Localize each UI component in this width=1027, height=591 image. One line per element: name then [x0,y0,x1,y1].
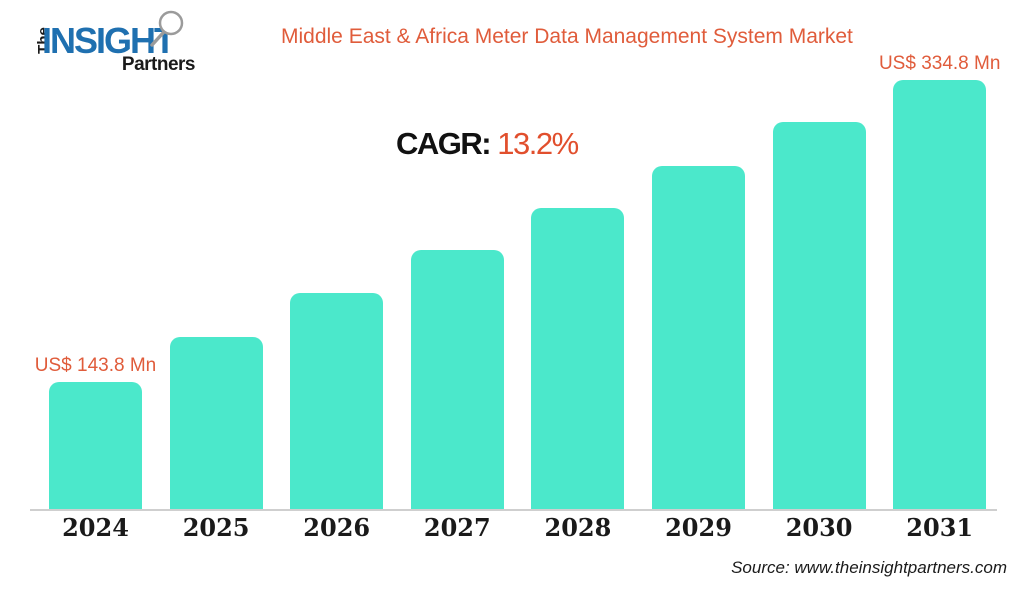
x-axis-line [30,509,997,511]
x-tick-2025: 2025 [182,513,250,542]
cagr-annotation: CAGR: 13.2% [396,126,579,162]
logo-insight-text: INSIGHT [42,20,176,61]
bar-2027 [410,250,504,510]
bar-2031 [893,80,987,510]
bar-2028 [531,208,625,510]
plot-area: US$ 143.8 Mn US$ 334.8 Mn [30,53,1000,510]
source-note: Source: www.theinsightpartners.com [731,558,1007,577]
x-tick-2029: 2029 [665,513,732,542]
x-tick-2030: 2030 [785,513,853,542]
magnifier-icon [150,10,184,47]
bar-value-label-2024: US$ 143.8 Mn [34,355,157,376]
bar-2029 [652,166,745,510]
bar-2030 [772,122,866,510]
bar-value-label-2031: US$ 334.8 Mn [878,53,1001,74]
logo-partners-text: Partners [121,54,196,75]
bar-2024 [49,382,142,510]
x-tick-2031: 2031 [906,513,974,542]
insight-partners-logo: The INSIGHT Partners [20,8,205,78]
bar-2025 [169,337,263,510]
bar-2026 [290,293,384,510]
cagr-value: 13.2% [497,126,579,161]
chart-title: Middle East & Africa Meter Data Manageme… [281,25,853,48]
cagr-label: CAGR: [396,126,492,161]
x-tick-2028: 2028 [544,513,612,542]
x-tick-2024: 2024 [62,513,129,542]
x-tick-2027: 2027 [423,513,491,542]
x-tick-2026: 2026 [303,513,371,542]
